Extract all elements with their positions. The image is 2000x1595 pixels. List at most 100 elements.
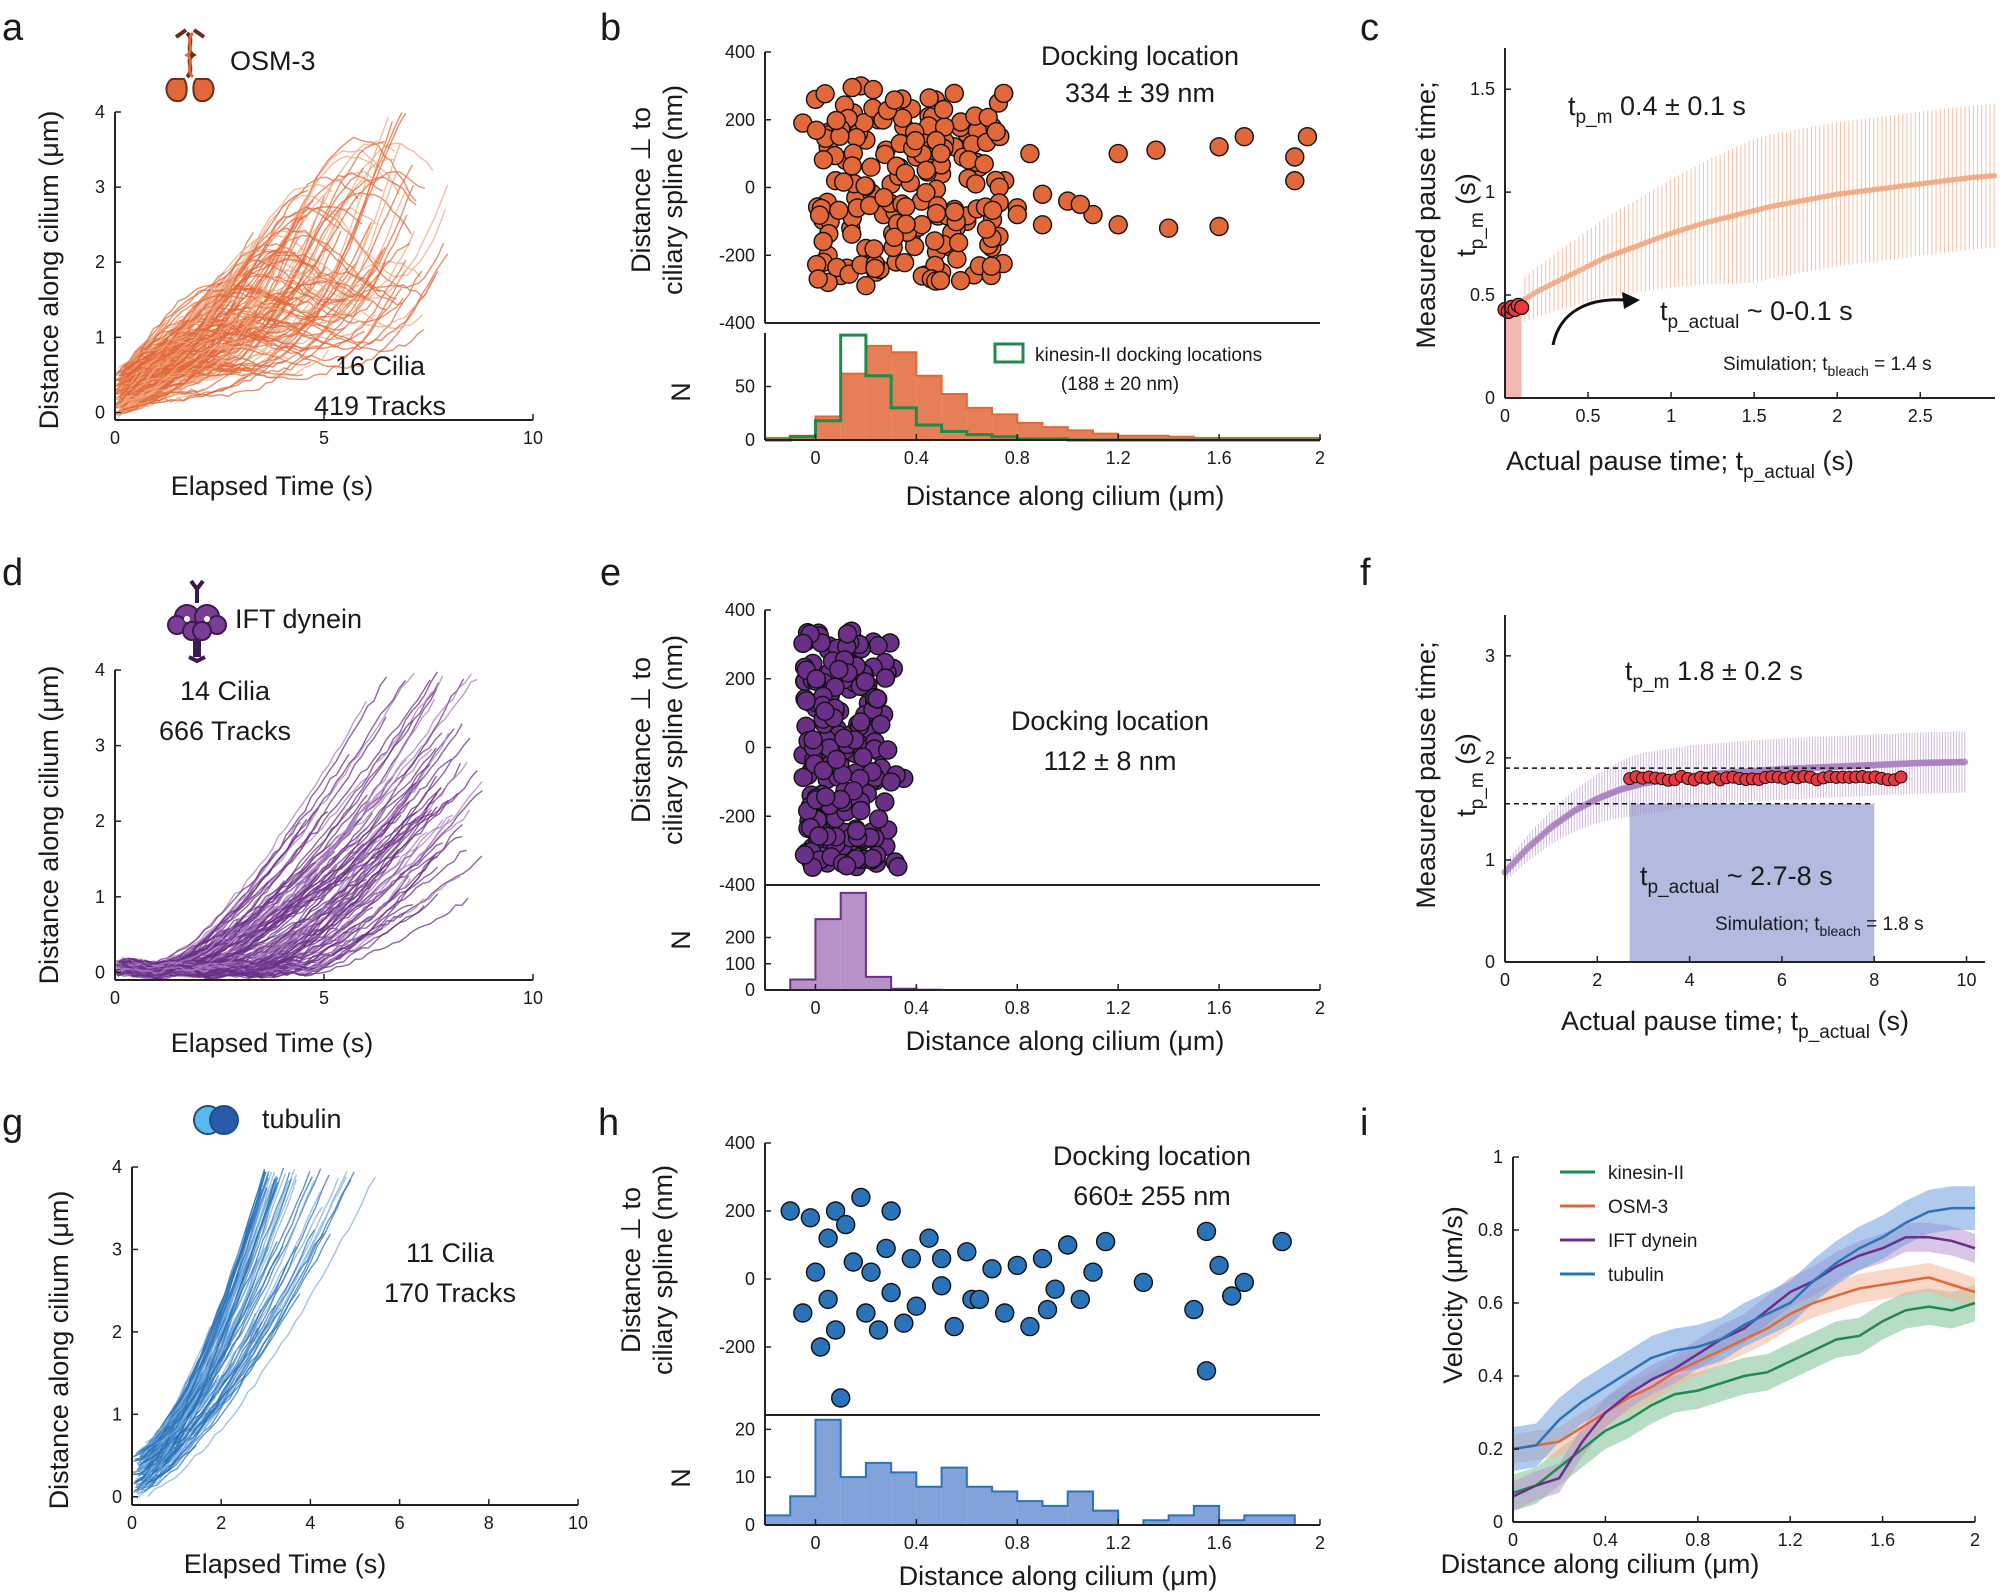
scatter-point <box>1196 1221 1217 1242</box>
track-line <box>127 861 317 978</box>
panel-letter-e: e <box>600 552 621 594</box>
panel-c-ylabel-line1: Measured pause time; <box>1411 81 1441 348</box>
scatter-point <box>809 826 829 846</box>
panel-g-note-tracks: 170 Tracks <box>384 1278 516 1308</box>
panel-a-ytick-label: 4 <box>95 102 105 122</box>
scatter-point <box>874 187 894 208</box>
panel-i-ylabel: Velocity (μm/s) <box>1438 1206 1468 1384</box>
panel-f-band-label: tp_actual ~ 2.7-8 s <box>1640 861 1833 898</box>
panel-e-histogram <box>765 891 1320 991</box>
scatter-point <box>1221 1286 1242 1306</box>
scatter-point <box>864 239 884 259</box>
panel-a-xtick-label: 5 <box>319 428 329 448</box>
track-line <box>118 272 225 377</box>
panel-b-scatter <box>793 76 1318 296</box>
panel-e-axes: 400 200 0 -200 -400 200 100 0 0 0.4 0.8 1.2 1.6 2 <box>719 600 1325 1018</box>
scatter-point <box>896 197 916 217</box>
panel-e-ytick-label: -200 <box>719 806 755 826</box>
panel-h-ytick-label: 200 <box>725 1201 755 1221</box>
scatter-point <box>1032 1248 1053 1269</box>
osm3-motor-icon <box>165 28 215 103</box>
histogram-bar <box>966 1486 993 1525</box>
panel-letter-h: h <box>598 1102 619 1144</box>
scatter-point <box>1032 215 1053 235</box>
scatter-point <box>981 256 1002 276</box>
panel-b-ytick-label: -400 <box>719 313 755 333</box>
panel-e-xtick-label: 0.8 <box>1005 998 1030 1018</box>
scatter-point <box>1209 216 1229 237</box>
panel-h-hist-ylabel: N <box>666 1468 696 1488</box>
highlighted-point <box>1894 770 1908 784</box>
scatter-point <box>862 848 883 869</box>
panel-h-ytick-label: 0 <box>745 1269 755 1289</box>
track-line <box>122 247 330 409</box>
histogram-bar <box>765 1515 791 1525</box>
panel-i-xtick-label: 0.8 <box>1685 1530 1710 1550</box>
panel-d-xtick-label: 5 <box>319 988 329 1008</box>
panel-c: c 0 0.5 1 1.5 2 2.500.511.5 tp_m 0.4 ± 0.1 s … <box>1360 7 1998 483</box>
scatter-point <box>793 1303 813 1323</box>
panel-c-ylabel-line2: tp_m (s) <box>1451 173 1488 256</box>
track-line <box>117 377 168 408</box>
histogram-bar <box>941 393 967 440</box>
scatter-point <box>995 1303 1015 1323</box>
panel-letter-g: g <box>2 1102 23 1144</box>
track-line <box>126 298 347 410</box>
panel-b-ytick-label: 400 <box>725 42 755 62</box>
scatter-point <box>933 99 954 120</box>
track-line <box>149 1296 284 1450</box>
scatter-point <box>930 270 951 291</box>
scatter-point <box>1272 1231 1292 1252</box>
scatter-point <box>834 728 854 748</box>
panel-f-plot <box>1501 731 1969 962</box>
scatter-point <box>836 856 857 876</box>
scatter-point <box>905 130 926 151</box>
panel-e: e 400 200 0 -200 -400 200 100 0 0 0.4 0.8 1.2 1.6 2 D… <box>600 552 1325 1056</box>
track-line <box>135 1325 230 1456</box>
scatter-point <box>803 730 823 750</box>
scatter-point <box>829 200 849 221</box>
panel-e-xtick-label: 0.4 <box>904 998 929 1018</box>
histogram-bar <box>1017 422 1043 440</box>
scatter-point <box>829 659 849 680</box>
panel-e-xlabel: Distance along cilium (μm) <box>906 1026 1225 1056</box>
scatter-point <box>901 1248 921 1269</box>
panel-b-ytick-label: 0 <box>745 178 755 198</box>
histogram-bar <box>1092 433 1119 440</box>
scatter-point <box>851 712 871 732</box>
panel-f-xlabel: Actual pause time; tp_actual (s) <box>1561 1006 1909 1043</box>
panel-i-xtick-label: 2 <box>1970 1530 1980 1550</box>
panel-f-annotation: tp_m 1.8 ± 0.2 s <box>1625 656 1803 693</box>
panel-c-arrow <box>1551 298 1626 346</box>
scatter-point <box>868 636 888 656</box>
panel-i-axes: 0 0.4 0.8 1.2 1.6 2 0 0.2 0.4 0.6 0.8 1 <box>1478 1147 1980 1550</box>
scatter-point <box>948 232 969 253</box>
panel-h-ytick-label: 400 <box>725 1133 755 1153</box>
panel-e-ylabel-line1: Distance ⊥ to <box>626 657 656 823</box>
panel-b-title-line1: Docking location <box>1041 41 1239 71</box>
panel-a-ytick-label: 0 <box>95 402 105 422</box>
scatter-point <box>851 800 871 821</box>
panel-f-ylabel-line1: Measured pause time; <box>1411 641 1441 908</box>
track-line <box>120 230 342 375</box>
scatter-point <box>836 1214 856 1235</box>
panel-i-legend: kinesin-II OSM-3 IFT dynein tubulin <box>1560 1163 1697 1286</box>
track-line <box>126 299 228 372</box>
panel-b-xtick-label: 0 <box>810 448 820 468</box>
histogram-bar <box>1143 435 1169 440</box>
legend-label: IFT dynein <box>1608 1231 1697 1252</box>
panel-h-hist-ytick-label: 0 <box>745 1515 755 1535</box>
panel-g-ylabel: Distance along cilium (μm) <box>44 1191 74 1510</box>
histogram-bar <box>790 1496 816 1525</box>
scatter-point <box>842 156 862 176</box>
scatter-point <box>793 633 813 654</box>
panel-b-ylabel-line1: Distance ⊥ to <box>626 107 656 273</box>
scatter-point <box>931 1276 952 1296</box>
track-line <box>135 1445 197 1486</box>
scatter-point <box>868 809 889 829</box>
panel-h-hist-ytick-label: 10 <box>735 1467 755 1487</box>
panel-i-ytick-label: 0.4 <box>1478 1366 1503 1386</box>
panel-letter-d: d <box>2 552 23 594</box>
panel-a-xlabel: Elapsed Time (s) <box>171 471 374 501</box>
histogram-bar <box>1269 1515 1295 1525</box>
